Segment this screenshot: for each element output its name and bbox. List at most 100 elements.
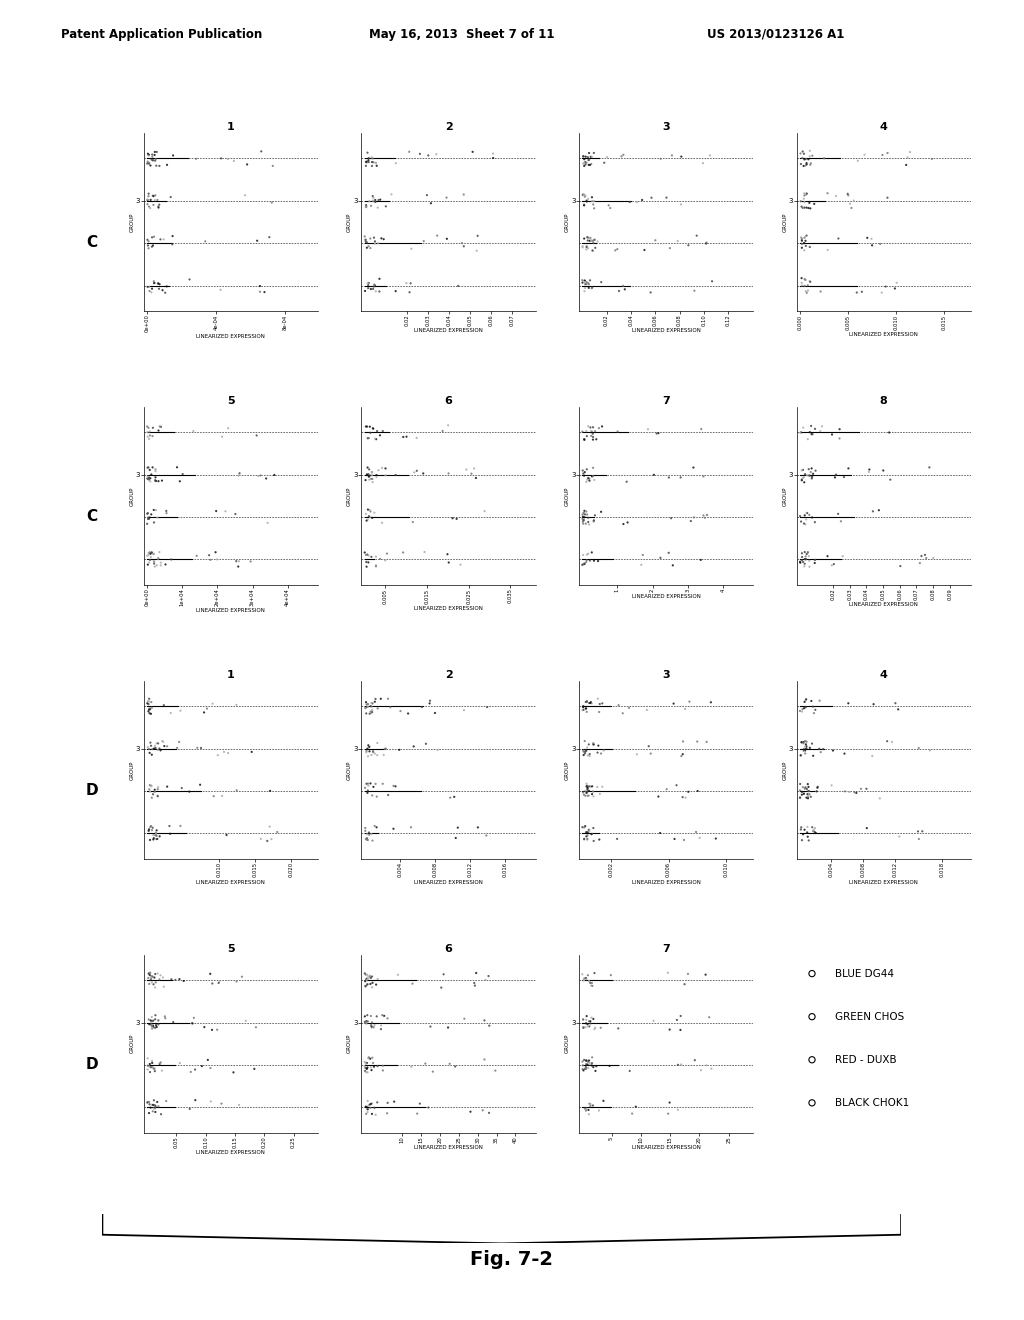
- Point: [261, 816, 278, 837]
- Point: [369, 1092, 385, 1113]
- Point: [368, 546, 384, 568]
- Point: [362, 195, 379, 216]
- Point: [220, 417, 237, 438]
- Point: [827, 465, 844, 486]
- Point: [797, 737, 813, 758]
- Point: [197, 1016, 213, 1038]
- Point: [799, 197, 815, 218]
- Point: [358, 238, 375, 259]
- Point: [139, 150, 156, 172]
- Point: [579, 690, 595, 711]
- Point: [361, 824, 378, 845]
- Point: [583, 1096, 599, 1117]
- Point: [578, 1016, 594, 1038]
- Point: [358, 741, 375, 762]
- Point: [585, 230, 601, 251]
- Point: [588, 429, 604, 450]
- Point: [575, 183, 592, 205]
- Point: [799, 816, 815, 837]
- Point: [159, 154, 175, 176]
- Point: [794, 268, 810, 289]
- Point: [187, 1089, 204, 1110]
- Point: [151, 195, 167, 216]
- Point: [367, 1097, 383, 1118]
- Point: [702, 692, 719, 713]
- Point: [145, 1057, 162, 1078]
- Point: [141, 688, 158, 709]
- Point: [797, 227, 813, 248]
- Point: [359, 738, 376, 759]
- Point: [401, 281, 418, 302]
- Point: [800, 429, 816, 450]
- X-axis label: LINEARIZED EXPRESSION: LINEARIZED EXPRESSION: [849, 602, 919, 607]
- Point: [364, 1018, 380, 1039]
- Point: [145, 825, 162, 846]
- Point: [150, 548, 166, 569]
- Point: [359, 780, 376, 801]
- Point: [797, 548, 813, 569]
- Point: [581, 1011, 597, 1032]
- Point: [794, 701, 810, 722]
- Point: [357, 152, 374, 173]
- Point: [591, 417, 607, 438]
- Point: [356, 1011, 373, 1032]
- Point: [144, 966, 161, 987]
- Point: [807, 700, 823, 721]
- Point: [891, 826, 907, 847]
- Text: BLACK CHOK1: BLACK CHOK1: [835, 1098, 909, 1107]
- Point: [864, 235, 881, 256]
- Y-axis label: GROUP: GROUP: [129, 760, 134, 780]
- Point: [357, 156, 374, 177]
- Point: [584, 277, 600, 298]
- Point: [466, 458, 482, 479]
- Point: [144, 1101, 161, 1122]
- Point: [796, 232, 812, 253]
- Point: [589, 776, 605, 797]
- Point: [140, 467, 157, 488]
- Point: [581, 143, 597, 164]
- Point: [579, 1053, 595, 1074]
- Point: [798, 689, 814, 710]
- Point: [902, 141, 919, 162]
- Point: [367, 816, 383, 837]
- Text: May 16, 2013  Sheet 7 of 11: May 16, 2013 Sheet 7 of 11: [369, 28, 554, 41]
- Point: [361, 741, 378, 762]
- Point: [660, 1104, 677, 1125]
- Point: [579, 783, 595, 804]
- Point: [477, 969, 494, 990]
- Y-axis label: GROUP: GROUP: [782, 213, 787, 232]
- Point: [577, 271, 593, 292]
- X-axis label: LINEARIZED EXPRESSION: LINEARIZED EXPRESSION: [849, 879, 919, 884]
- Point: [208, 500, 224, 521]
- Point: [203, 1057, 219, 1078]
- Point: [361, 465, 378, 486]
- Point: [139, 457, 156, 478]
- Point: [798, 235, 814, 256]
- Point: [579, 826, 595, 847]
- Point: [887, 693, 903, 714]
- Point: [587, 962, 603, 983]
- Point: [698, 731, 715, 752]
- Point: [802, 236, 818, 257]
- Point: [172, 1052, 188, 1073]
- Point: [796, 697, 812, 718]
- Point: [664, 145, 680, 166]
- Point: [144, 144, 161, 165]
- Point: [584, 1055, 600, 1076]
- Point: [579, 191, 595, 213]
- Title: 4: 4: [880, 671, 888, 680]
- Point: [804, 424, 820, 445]
- Point: [583, 692, 599, 713]
- Point: [701, 1007, 718, 1028]
- Point: [797, 739, 813, 760]
- Point: [581, 785, 597, 807]
- Point: [358, 552, 375, 573]
- Y-axis label: GROUP: GROUP: [129, 1034, 134, 1053]
- Point: [264, 156, 281, 177]
- Point: [826, 467, 843, 488]
- Point: [141, 742, 158, 763]
- Point: [204, 1019, 220, 1040]
- Point: [574, 272, 591, 293]
- Point: [150, 739, 166, 760]
- Point: [145, 828, 162, 849]
